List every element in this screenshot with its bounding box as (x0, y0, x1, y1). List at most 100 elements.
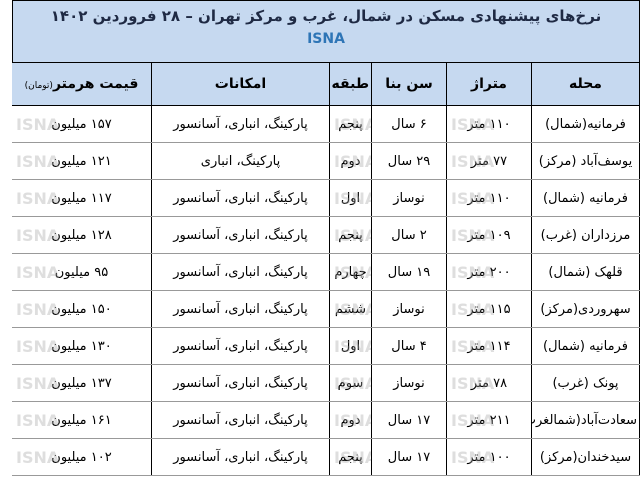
table-cell: پنجمISNA (329, 216, 372, 254)
cell-text: اول (340, 190, 361, 206)
table-cell: ۱۰۰ متر ISNA (446, 438, 532, 476)
column-unit: (تومان) (24, 81, 53, 91)
cell-text: دوم (340, 412, 361, 428)
cell-text: ۱۱۷ میلیون (51, 190, 112, 206)
cell-text: پارکینگ، انباری (200, 153, 281, 169)
table-cell: ۱۳۰ میلیون ISNA (12, 327, 152, 365)
cell-text: ۱۳۰ میلیون (51, 338, 112, 354)
table-cell: ۱۹ سال (371, 253, 447, 291)
cell-text: ششم (334, 301, 367, 317)
cell-text: پنجم (338, 116, 363, 132)
table-cell: ۱۱۴ متر ISNA (446, 327, 532, 365)
table-cell: اولISNA (329, 327, 372, 365)
table-cell: پنجمISNA (329, 438, 372, 476)
table-cell: ۱۱۵ متر ISNA (446, 290, 532, 328)
table-cell: ۱۱۰ متر ISNA (446, 105, 532, 143)
cell-text: چهارم (334, 264, 367, 280)
table-cell: ۱۲۱ میلیون ISNA (12, 142, 152, 180)
table-cell: سیدخندان(مرکز) (531, 438, 640, 476)
cell-text: نوساز (393, 301, 425, 317)
cell-text: پونک (غرب) (552, 375, 619, 391)
cell-text: ۴ سال (391, 338, 427, 354)
cell-text: پارکینگ، انباری، آسانسور (173, 338, 308, 354)
cell-text: پارکینگ، انباری، آسانسور (173, 116, 308, 132)
cell-text: ۱۱۴ متر (467, 338, 511, 354)
cell-text: یوسف‌آباد (مرکز) (538, 153, 633, 169)
cell-text: ۲۱۱ متر (467, 412, 511, 428)
table-cell: پارکینگ، انباری، آسانسور (151, 105, 330, 143)
table-cell: ۷۷ متر ISNA (446, 142, 532, 180)
cell-text: سهروردی(مرکز) (540, 301, 631, 317)
table-cell: ۱۳۷ میلیون ISNA (12, 364, 152, 402)
table-cell: ۴ سال (371, 327, 447, 365)
banner: نرخ‌های پیشنهادی مسکن در شمال، غرب و مرک… (12, 0, 640, 62)
cell-text: ۱۷ سال (387, 412, 431, 428)
table-cell: پونک (غرب) (531, 364, 640, 402)
column-header: قیمت هرمتر(تومان) (12, 62, 152, 106)
cell-text: ۱۹ سال (387, 264, 431, 280)
table-cell: پارکینگ، انباری، آسانسور (151, 290, 330, 328)
cell-text: فرمانیه (شمال) (543, 338, 628, 354)
cell-text: ۱۰۹ متر (467, 227, 511, 243)
cell-text: ۷۸ متر (470, 375, 508, 391)
cell-text: پنجم (338, 227, 363, 243)
table-cell: ۱۲۸ میلیون ISNA (12, 216, 152, 254)
table-cell: قلهک (شمال) (531, 253, 640, 291)
table-cell: چهارمISNA (329, 253, 372, 291)
header-row: محله متراژ سن بنا طبقه امکانات قیمت هرمتر(توم… (12, 62, 640, 106)
table-cell: پارکینگ، انباری، آسانسور (151, 327, 330, 365)
table-cell: ۱۶۱ میلیون ISNA (12, 401, 152, 439)
cell-text: ۲۰۰ متر (467, 264, 511, 280)
column-header: سن بنا (371, 62, 447, 106)
table-cell: سعادت‌آباد(شمالغرب) (531, 401, 640, 439)
table-cell: ۱۷ سال (371, 438, 447, 476)
cell-text: ۱۱۰ متر (467, 116, 511, 132)
table-cell: ۱۰۲ میلیون ISNA (12, 438, 152, 476)
table-cell: پارکینگ، انباری، آسانسور (151, 253, 330, 291)
cell-text: پارکینگ، انباری، آسانسور (173, 449, 308, 465)
table-cell: ۱۰۹ متر ISNA (446, 216, 532, 254)
column-header: امکانات (151, 62, 330, 106)
cell-text: ۱۰۲ میلیون (51, 449, 112, 465)
cell-text: ۱۳۷ میلیون (51, 375, 112, 391)
column-header: متراژ (446, 62, 532, 106)
table-cell: ۱۷ سال (371, 401, 447, 439)
cell-text: سوم (337, 375, 364, 391)
cell-text: ۱۱۰ متر (467, 190, 511, 206)
table-cell: ۲۰۰ متر ISNA (446, 253, 532, 291)
cell-text: سعادت‌آباد(شمالغرب) (533, 412, 638, 428)
table-cell: ۲۹ سال (371, 142, 447, 180)
cell-text: دوم (340, 153, 361, 169)
table-cell: پارکینگ، انباری، آسانسور (151, 438, 330, 476)
cell-text: ۲ سال (391, 227, 427, 243)
table-cell: فرمانیه(شمال) (531, 105, 640, 143)
cell-text: ۱۵۰ میلیون (51, 301, 112, 317)
title: نرخ‌های پیشنهادی مسکن در شمال، غرب و مرک… (50, 7, 602, 25)
cell-text: نوساز (393, 375, 425, 391)
table-cell: اولISNA (329, 179, 372, 217)
column-header: محله (531, 62, 640, 106)
table-cell: فرمانیه (شمال) (531, 179, 640, 217)
table-cell: فرمانیه (شمال) (531, 327, 640, 365)
table-cell: ۷۸ متر ISNA (446, 364, 532, 402)
document: نرخ‌های پیشنهادی مسکن در شمال، غرب و مرک… (12, 0, 640, 480)
table-cell: ۲ سال (371, 216, 447, 254)
column-label: قیمت هرمتر (52, 76, 139, 92)
cell-text: پارکینگ، انباری، آسانسور (173, 375, 308, 391)
table-cell: یوسف‌آباد (مرکز) (531, 142, 640, 180)
source: ISNA (307, 31, 345, 47)
cell-text: ۱۲۱ میلیون (51, 153, 112, 169)
cell-text: ۱۱۵ متر (467, 301, 511, 317)
table-cell: سهروردی(مرکز) (531, 290, 640, 328)
cell-text: ۱۵۷ میلیون (51, 116, 112, 132)
cell-text: پنجم (338, 449, 363, 465)
cell-text: پارکینگ، انباری، آسانسور (173, 264, 308, 280)
table-cell: نوساز (371, 290, 447, 328)
